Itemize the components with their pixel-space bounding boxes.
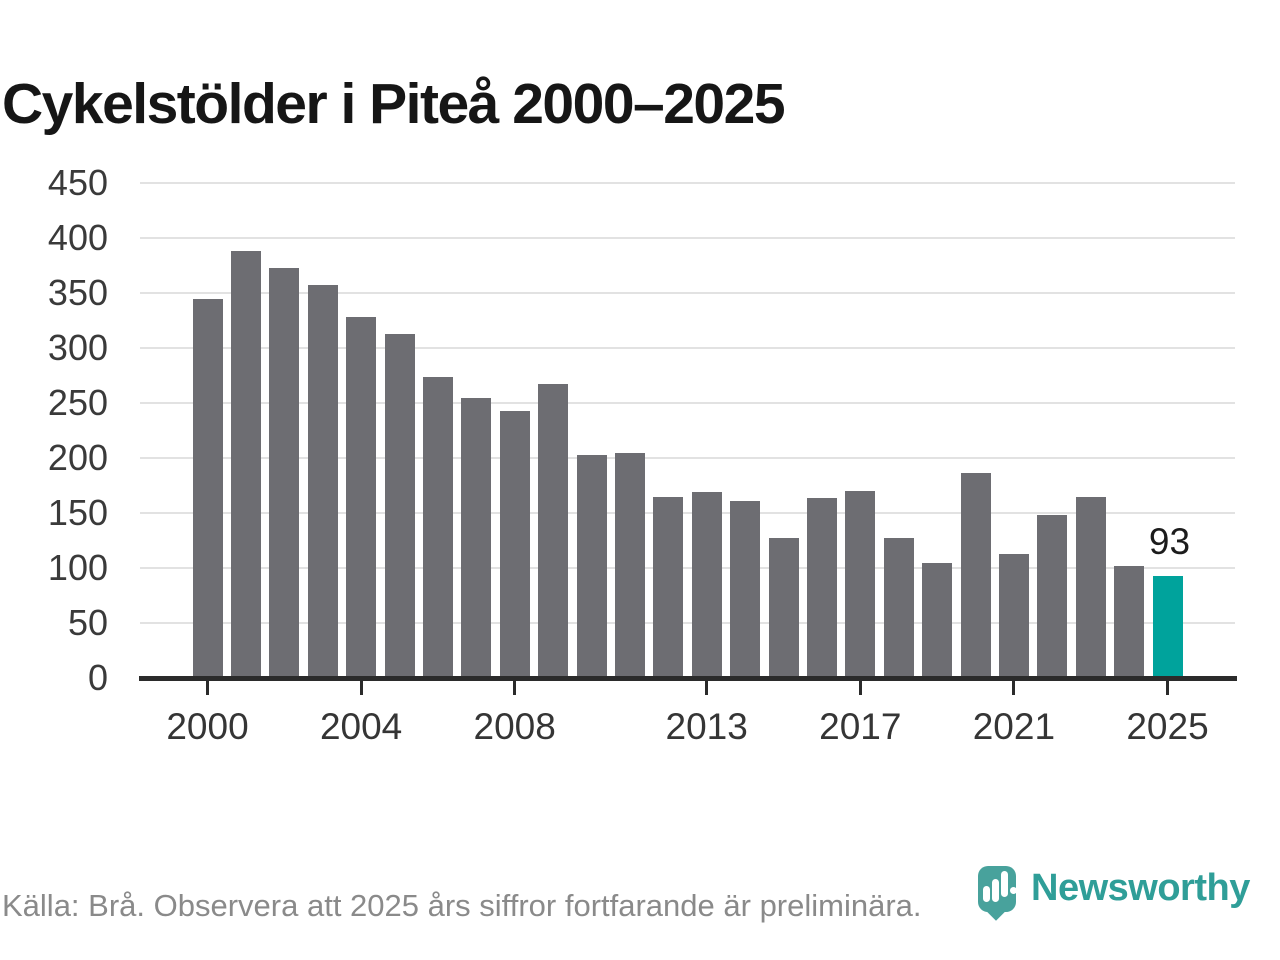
x-tick-2004 <box>359 681 363 695</box>
logo-barchart-icon <box>983 886 990 902</box>
bar-2024 <box>1114 565 1145 678</box>
bar-2021 <box>998 553 1029 678</box>
bar-2017 <box>845 491 876 678</box>
y-gridline-300 <box>140 347 1235 349</box>
bar-2015 <box>768 538 799 678</box>
bar-2004 <box>346 317 377 678</box>
bar-2013 <box>691 492 722 678</box>
bar-2007 <box>461 397 492 678</box>
bar-2009 <box>538 384 569 678</box>
logo-barchart-icon <box>1001 871 1008 897</box>
y-gridline-400 <box>140 237 1235 239</box>
bar-2011 <box>614 452 645 678</box>
y-axis-label-350: 350 <box>47 272 108 313</box>
x-tick-2021 <box>1012 681 1016 695</box>
y-axis-label-400: 400 <box>47 217 108 258</box>
x-axis-label-2000: 2000 <box>166 706 249 747</box>
bar-2018 <box>883 538 914 678</box>
x-tick-2017 <box>858 681 862 695</box>
bar-2023 <box>1075 496 1106 678</box>
y-axis-label-250: 250 <box>47 382 108 423</box>
y-gridline-200 <box>140 457 1235 459</box>
x-tick-2025 <box>1166 681 1169 695</box>
bar-2022 <box>1037 515 1068 678</box>
source-note: Källa: Brå. Observera att 2025 års siffr… <box>2 888 922 923</box>
y-axis-label-150: 150 <box>47 492 108 533</box>
y-gridline-50 <box>140 622 1235 624</box>
y-gridline-350 <box>140 292 1235 294</box>
bar-2006 <box>422 376 453 678</box>
y-gridline-450 <box>140 182 1235 184</box>
bar-2020 <box>960 473 991 678</box>
bar-2003 <box>307 285 338 678</box>
logo-wordmark: Newsworthy <box>1031 867 1250 909</box>
y-gridline-250 <box>140 402 1235 404</box>
y-gridline-150 <box>140 512 1235 514</box>
bar-2002 <box>269 267 300 678</box>
x-axis-label-2004: 2004 <box>319 706 403 747</box>
x-tick-2000 <box>206 681 209 695</box>
bar-2025 <box>1152 575 1183 678</box>
x-axis-label-2017: 2017 <box>819 706 902 747</box>
bar-2012 <box>653 496 684 678</box>
logo-barchart-icon <box>992 879 999 902</box>
x-tick-2013 <box>705 681 709 695</box>
y-axis-label-0: 0 <box>87 657 108 698</box>
bar-2005 <box>384 333 415 678</box>
bar-2016 <box>806 497 837 678</box>
bar-2000 <box>192 298 223 678</box>
y-gridline-100 <box>140 567 1235 569</box>
bar-2001 <box>230 251 261 678</box>
bar-2014 <box>730 500 761 678</box>
x-axis-label-2008: 2008 <box>473 706 556 747</box>
bar-2019 <box>922 562 953 678</box>
y-axis-label-300: 300 <box>47 327 108 368</box>
y-axis-label-100: 100 <box>47 547 108 588</box>
x-axis-line <box>139 676 1237 681</box>
bar-2010 <box>576 454 607 678</box>
bar-value-label: 93 <box>1148 520 1191 562</box>
y-axis-label-450: 450 <box>47 162 108 203</box>
x-axis-label-2025: 2025 <box>1126 706 1209 747</box>
x-axis-label-2021: 2021 <box>972 706 1056 747</box>
x-tick-2008 <box>513 681 517 695</box>
logo-dot-icon <box>1010 887 1017 894</box>
chart-title: Cykelstölder i Piteå 2000–2025 <box>2 72 786 137</box>
x-axis-label-2013: 2013 <box>665 706 748 747</box>
bar-2008 <box>499 410 530 678</box>
y-axis-label-50: 50 <box>67 602 108 643</box>
y-axis-label-200: 200 <box>47 437 108 478</box>
